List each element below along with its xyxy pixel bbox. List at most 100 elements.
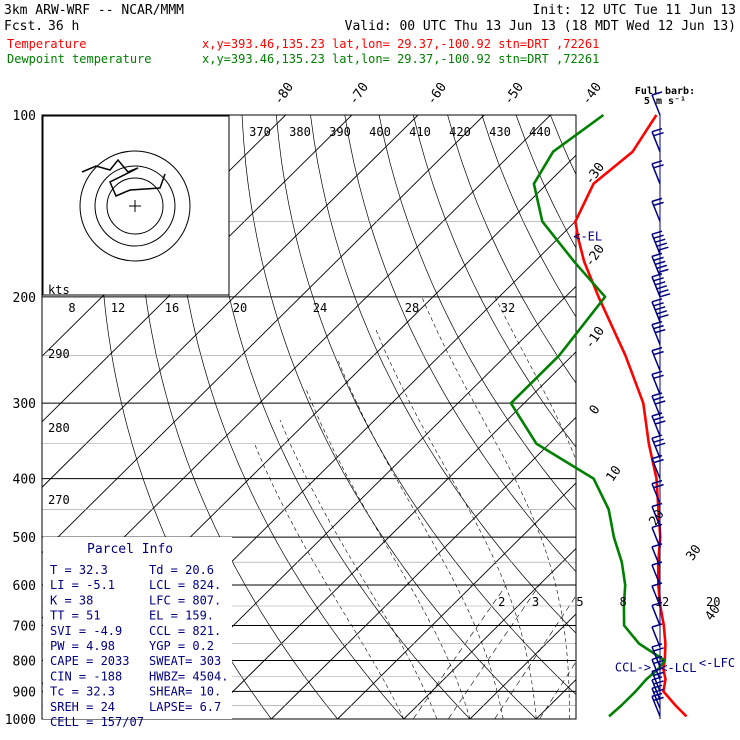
- wind-barb-flag: [654, 281, 666, 286]
- wind-barb-shaft: [651, 679, 661, 701]
- wind-barb: [651, 454, 664, 479]
- parcel-info-right: SWEAT= 303: [149, 654, 221, 668]
- isotherm-label: -60: [424, 80, 450, 108]
- mixing-ratio-label: 5: [576, 595, 583, 609]
- wind-barb-flag: [656, 310, 668, 315]
- wind-barb-flag: [653, 659, 664, 665]
- parcel-info-left: Tc = 32.3: [50, 685, 115, 699]
- wind-barb-flag: [653, 256, 664, 262]
- dry-adiabat-line: [585, 115, 740, 732]
- hodograph-ring: [79, 150, 191, 262]
- mixing-ratio-label: 3: [532, 595, 539, 609]
- wind-barb-shaft: [651, 688, 661, 709]
- wind-barb: [651, 252, 669, 277]
- isotherm-label: -80: [271, 80, 297, 108]
- level-marker-label: <-EL: [573, 230, 602, 244]
- isotherm-line: [403, 547, 576, 719]
- isotherm-label: -50: [501, 80, 527, 108]
- theta-e-label: 410: [409, 125, 431, 139]
- pressure-tick-label: 600: [13, 579, 36, 594]
- mixing-ratio-label: 12: [655, 595, 669, 609]
- wind-barb-flag: [653, 696, 664, 702]
- wind-barb-flag: [654, 238, 666, 243]
- mixing-ratio-line: [539, 661, 576, 719]
- parcel-info-left: T = 32.3: [50, 563, 108, 577]
- mixing-ratio-line: [412, 584, 507, 719]
- legend-temperature-info: x,y=393.46,135.23 lat,lon= 29.37,-100.92…: [202, 37, 599, 51]
- wind-barb-flag: [659, 293, 671, 298]
- inset-speed-tick: 24: [313, 301, 327, 315]
- level-marker-label: <-LCL: [660, 661, 696, 675]
- wind-barb-flag: [651, 230, 663, 235]
- parcel-info-right: YGP = 0.2: [149, 639, 214, 653]
- wind-barb-shaft: [651, 395, 661, 417]
- wind-barb-shaft: [651, 415, 661, 437]
- wind-barb: [651, 479, 664, 504]
- wind-barb-shaft: [651, 201, 661, 222]
- wind-barb-flag: [651, 320, 663, 326]
- parcel-info-right: LCL = 824.: [149, 578, 221, 592]
- moist-adiabat-line: [735, 297, 740, 719]
- barb-key-unit: 5 m s⁻¹: [644, 96, 686, 107]
- wind-barb-flag: [653, 396, 664, 401]
- wind-barb-flag: [651, 370, 663, 376]
- wind-barb-flag: [651, 160, 663, 165]
- mixing-ratio-line: [448, 584, 540, 719]
- moist-adiabat-line: [587, 297, 655, 719]
- moist-adiabat-line: [374, 327, 537, 719]
- wind-barb-flag: [658, 246, 669, 251]
- isotherm-label: 30: [683, 542, 704, 563]
- wind-barb-flag: [653, 647, 664, 652]
- wind-barb-flag: [653, 302, 664, 307]
- wind-barb-flag: [653, 680, 664, 685]
- wind-barb-flag: [653, 671, 664, 677]
- inset-theta-label: 290: [48, 347, 70, 361]
- wind-barb-flag: [653, 438, 664, 443]
- pressure-tick-label: 800: [13, 654, 36, 669]
- wind-barb-shaft: [651, 564, 661, 586]
- isotherm-label: -70: [346, 80, 372, 108]
- isotherm-line: [337, 482, 576, 719]
- dry-adiabat-line: [515, 115, 576, 249]
- barb-key-title: Full barb:: [635, 86, 695, 97]
- wind-barb-flag: [654, 306, 666, 311]
- wind-barb-flag: [651, 273, 663, 278]
- hodograph-ring: [106, 177, 164, 235]
- moist-adiabat-line: [279, 419, 438, 719]
- wind-barb-flag: [651, 623, 663, 628]
- inset-speed-tick: 8: [68, 301, 75, 315]
- pressure-tick-label: 100: [13, 109, 36, 124]
- wind-barb-flag: [651, 692, 663, 698]
- moist-adiabat-line: [494, 296, 576, 461]
- wind-barb: [651, 346, 664, 371]
- hodograph-ring: [94, 165, 176, 247]
- wind-barb-flag: [651, 582, 663, 587]
- wind-barb-flag: [653, 131, 664, 137]
- wind-barb-flag: [656, 285, 668, 290]
- fcst-hours: 36 h: [48, 19, 79, 34]
- wind-barb-flag: [651, 197, 663, 203]
- wind-barb-flag: [653, 277, 664, 282]
- dry-adiabat-line: [275, 115, 576, 696]
- isotherm-line: [469, 613, 576, 719]
- wind-barb-shaft: [651, 646, 661, 668]
- inset-theta-label: 270: [48, 493, 70, 507]
- mixing-ratio-label: 2: [498, 595, 505, 609]
- hodograph-trace: [81, 158, 166, 197]
- wind-barb: [651, 91, 663, 116]
- wind-barb: [651, 502, 663, 527]
- theta-e-label: 390: [329, 125, 351, 139]
- grid-layer: [41, 114, 740, 732]
- mixing-ratio-label: 8: [620, 595, 627, 609]
- isotherm-line: [204, 351, 576, 719]
- wind-barb-flag: [651, 434, 663, 439]
- parcel-info-right: LFC = 807.: [149, 593, 221, 607]
- isotherm-line: [42, 115, 485, 554]
- wind-barb-shaft: [651, 350, 661, 371]
- dry-adiabat-line: [310, 115, 576, 634]
- dry-adiabat-line: [481, 115, 576, 318]
- wind-barb-flag: [651, 454, 663, 460]
- wind-barb: [651, 230, 669, 255]
- inset-speed-tick: 32: [501, 301, 515, 315]
